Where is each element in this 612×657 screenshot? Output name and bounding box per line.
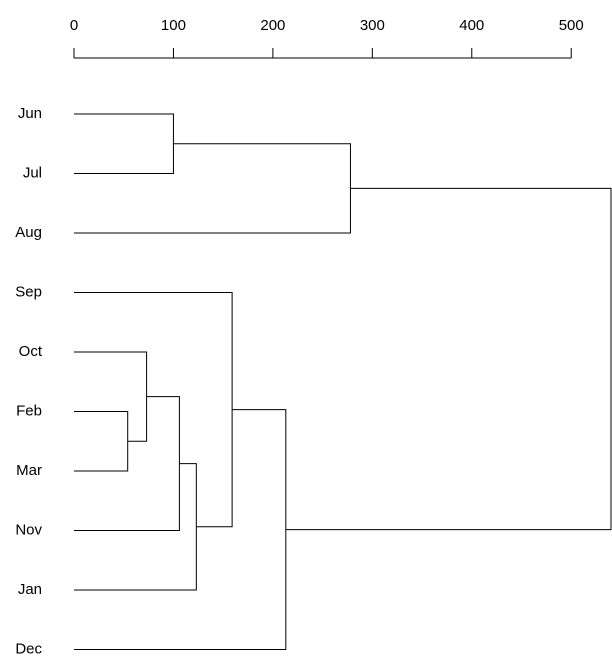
leaf-label: Oct bbox=[19, 343, 43, 360]
leaf-label: Aug bbox=[15, 224, 42, 241]
x-tick-label: 500 bbox=[559, 17, 584, 34]
merge-link bbox=[74, 113, 174, 174]
leaf-label: Jan bbox=[18, 581, 42, 598]
leaf-label: Nov bbox=[15, 521, 42, 538]
x-tick-label: 0 bbox=[70, 17, 78, 34]
merge-link bbox=[285, 187, 612, 531]
merge-link bbox=[74, 351, 148, 442]
x-tick-label: 300 bbox=[360, 17, 385, 34]
x-tick-label: 100 bbox=[161, 17, 186, 34]
x-tick-label: 200 bbox=[260, 17, 285, 34]
merge-link bbox=[74, 411, 129, 472]
leaf-label: Feb bbox=[16, 402, 42, 419]
leaf-label: Mar bbox=[16, 462, 42, 479]
leaf-label: Jul bbox=[23, 164, 42, 181]
leaf-label: Sep bbox=[15, 283, 42, 300]
leaf-label: Jun bbox=[18, 105, 42, 122]
x-tick-label: 400 bbox=[459, 17, 484, 34]
merge-link bbox=[74, 463, 197, 591]
merge-link bbox=[74, 143, 351, 234]
merge-link bbox=[74, 396, 180, 531]
merge-link bbox=[74, 292, 233, 528]
leaf-label: Dec bbox=[15, 640, 42, 657]
